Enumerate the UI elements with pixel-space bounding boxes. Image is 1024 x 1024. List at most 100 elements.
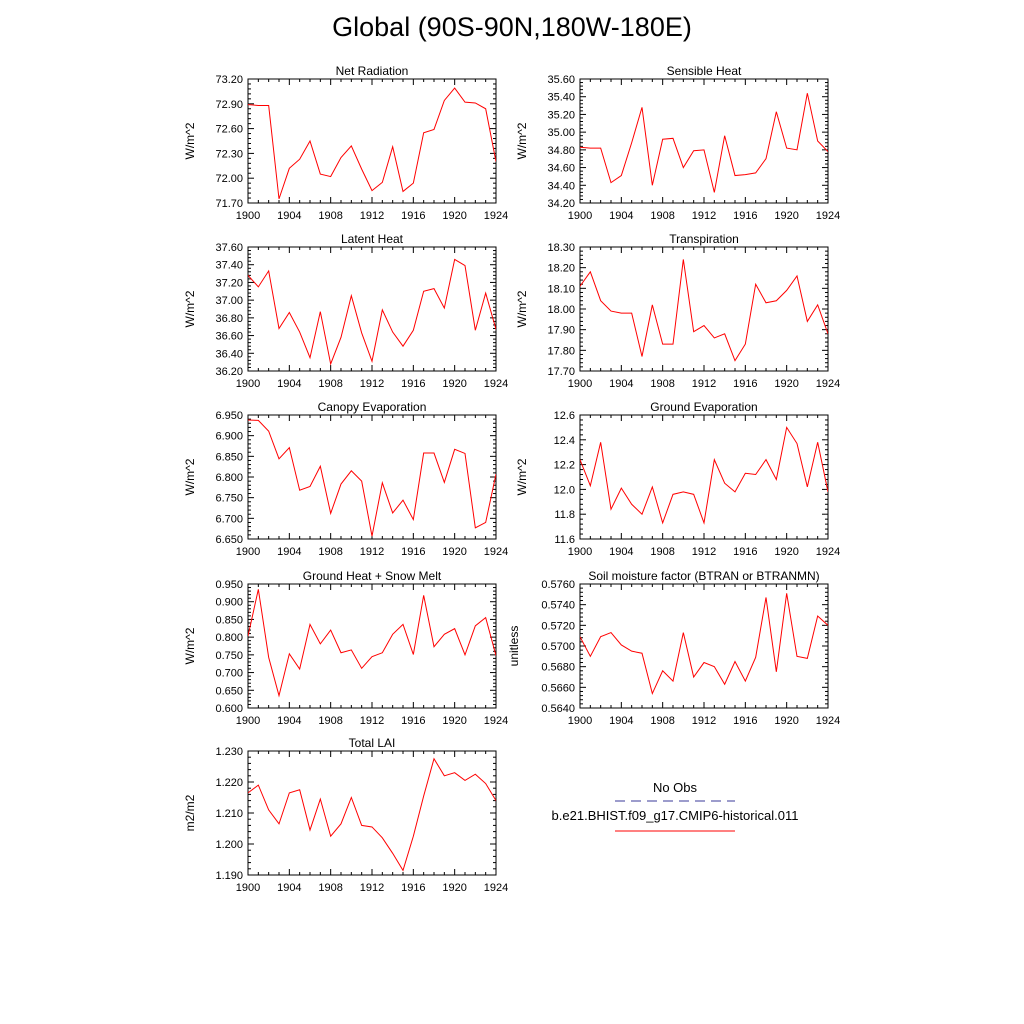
y-tick-label: 34.60 bbox=[547, 163, 575, 175]
series-line bbox=[580, 593, 828, 696]
x-tick-label: 1904 bbox=[277, 546, 301, 558]
y-tick-label: 37.40 bbox=[215, 260, 243, 272]
x-tick-label: 1904 bbox=[277, 882, 301, 894]
series-line bbox=[248, 757, 496, 872]
y-axis-label: W/m^2 bbox=[183, 458, 197, 495]
x-tick-label: 1900 bbox=[236, 715, 260, 727]
chart-panel: Ground Evaporation W/m^2 1900 1904 1908 1912 1… bbox=[515, 400, 840, 558]
chart-panel: Total LAI m2/m2 1900 1904 1908 1912 1916 1920 19… bbox=[183, 736, 508, 894]
x-tick-label: 1920 bbox=[774, 546, 798, 558]
y-axis-label: W/m^2 bbox=[183, 627, 197, 664]
y-axis-label: W/m^2 bbox=[515, 458, 529, 495]
y-tick-label: 73.20 bbox=[215, 74, 243, 86]
x-tick-label: 1908 bbox=[650, 210, 674, 222]
x-tick-label: 1920 bbox=[774, 715, 798, 727]
chart-panel: Sensible Heat W/m^2 1900 1904 1908 1912 1916 19… bbox=[515, 64, 840, 222]
x-tick-label: 1924 bbox=[816, 715, 840, 727]
y-tick-label: 12.2 bbox=[554, 460, 575, 472]
y-tick-label: 34.20 bbox=[547, 198, 575, 210]
x-tick-label: 1908 bbox=[650, 715, 674, 727]
series-line bbox=[580, 426, 828, 525]
plot-frame bbox=[247, 78, 497, 204]
page-title: Global (90S-90N,180W-180E) bbox=[332, 12, 692, 42]
y-tick-label: 1.200 bbox=[215, 839, 243, 851]
y-tick-label: 18.20 bbox=[547, 263, 575, 275]
x-tick-label: 1924 bbox=[484, 715, 508, 727]
y-tick-label: 72.60 bbox=[215, 124, 243, 136]
chart-title: Sensible Heat bbox=[667, 64, 742, 78]
y-tick-label: 35.60 bbox=[547, 74, 575, 86]
y-tick-label: 17.70 bbox=[547, 366, 575, 378]
y-tick-label: 36.40 bbox=[215, 348, 243, 360]
x-tick-label: 1908 bbox=[318, 882, 342, 894]
x-tick-label: 1920 bbox=[442, 882, 466, 894]
y-tick-label: 12.4 bbox=[554, 435, 575, 447]
y-tick-label: 18.30 bbox=[547, 242, 575, 254]
plot-frame bbox=[247, 246, 497, 372]
y-tick-label: 1.210 bbox=[215, 808, 243, 820]
y-tick-label: 6.750 bbox=[215, 493, 243, 505]
y-axis-label: W/m^2 bbox=[183, 290, 197, 327]
y-tick-label: 0.750 bbox=[215, 650, 243, 662]
plot-frame bbox=[247, 583, 497, 709]
y-tick-label: 72.00 bbox=[215, 173, 243, 185]
y-tick-label: 1.190 bbox=[215, 870, 243, 882]
x-tick-label: 1920 bbox=[442, 378, 466, 390]
x-tick-label: 1900 bbox=[568, 715, 592, 727]
x-tick-label: 1904 bbox=[277, 210, 301, 222]
x-tick-label: 1904 bbox=[609, 378, 633, 390]
y-tick-label: 37.00 bbox=[215, 295, 243, 307]
y-tick-label: 18.10 bbox=[547, 283, 575, 295]
x-tick-label: 1908 bbox=[650, 546, 674, 558]
x-tick-label: 1900 bbox=[568, 378, 592, 390]
y-tick-label: 0.5680 bbox=[541, 662, 575, 674]
x-tick-label: 1900 bbox=[236, 546, 260, 558]
x-tick-label: 1908 bbox=[650, 378, 674, 390]
chart-title: Transpiration bbox=[669, 232, 739, 246]
x-tick-label: 1924 bbox=[816, 210, 840, 222]
y-tick-label: 0.900 bbox=[215, 597, 243, 609]
y-tick-label: 0.800 bbox=[215, 632, 243, 644]
chart-title: Latent Heat bbox=[341, 232, 404, 246]
x-tick-label: 1916 bbox=[401, 210, 425, 222]
y-tick-label: 6.800 bbox=[215, 472, 243, 484]
y-tick-label: 37.20 bbox=[215, 277, 243, 289]
y-axis-label: unitless bbox=[507, 626, 521, 667]
y-tick-label: 6.850 bbox=[215, 451, 243, 463]
y-tick-label: 11.8 bbox=[554, 509, 575, 521]
x-tick-label: 1924 bbox=[484, 378, 508, 390]
series-line bbox=[248, 589, 496, 698]
x-tick-label: 1912 bbox=[692, 546, 716, 558]
y-tick-label: 36.20 bbox=[215, 366, 243, 378]
x-tick-label: 1900 bbox=[568, 210, 592, 222]
x-tick-label: 1904 bbox=[609, 546, 633, 558]
x-tick-label: 1916 bbox=[733, 378, 757, 390]
x-tick-label: 1916 bbox=[401, 882, 425, 894]
x-tick-label: 1916 bbox=[401, 378, 425, 390]
chart-panel: Ground Heat + Snow Melt W/m^2 1900 1904 1908… bbox=[183, 569, 508, 727]
legend: No Obs b.e21.BHIST.f09_g17.CMIP6-historic… bbox=[552, 780, 798, 832]
x-tick-label: 1904 bbox=[609, 715, 633, 727]
chart-title: Ground Evaporation bbox=[650, 400, 757, 414]
x-tick-label: 1900 bbox=[568, 546, 592, 558]
x-tick-label: 1908 bbox=[318, 378, 342, 390]
y-tick-label: 6.650 bbox=[215, 534, 243, 546]
y-tick-label: 0.5640 bbox=[541, 703, 575, 715]
plot-frame bbox=[247, 750, 497, 876]
y-tick-label: 12.6 bbox=[554, 410, 575, 422]
x-tick-label: 1904 bbox=[277, 715, 301, 727]
x-tick-label: 1904 bbox=[277, 378, 301, 390]
x-tick-label: 1912 bbox=[692, 715, 716, 727]
y-axis-label: W/m^2 bbox=[515, 122, 529, 159]
chart-title: Ground Heat + Snow Melt bbox=[303, 569, 442, 583]
x-tick-label: 1908 bbox=[318, 715, 342, 727]
x-tick-label: 1912 bbox=[692, 210, 716, 222]
series-line bbox=[248, 87, 496, 200]
x-tick-label: 1924 bbox=[484, 210, 508, 222]
y-tick-label: 1.220 bbox=[215, 777, 243, 789]
series-line bbox=[248, 258, 496, 366]
chart-title: Net Radiation bbox=[336, 64, 409, 78]
x-tick-label: 1912 bbox=[360, 378, 384, 390]
chart-panel: Canopy Evaporation W/m^2 1900 1904 1908 1912 1… bbox=[183, 400, 508, 558]
